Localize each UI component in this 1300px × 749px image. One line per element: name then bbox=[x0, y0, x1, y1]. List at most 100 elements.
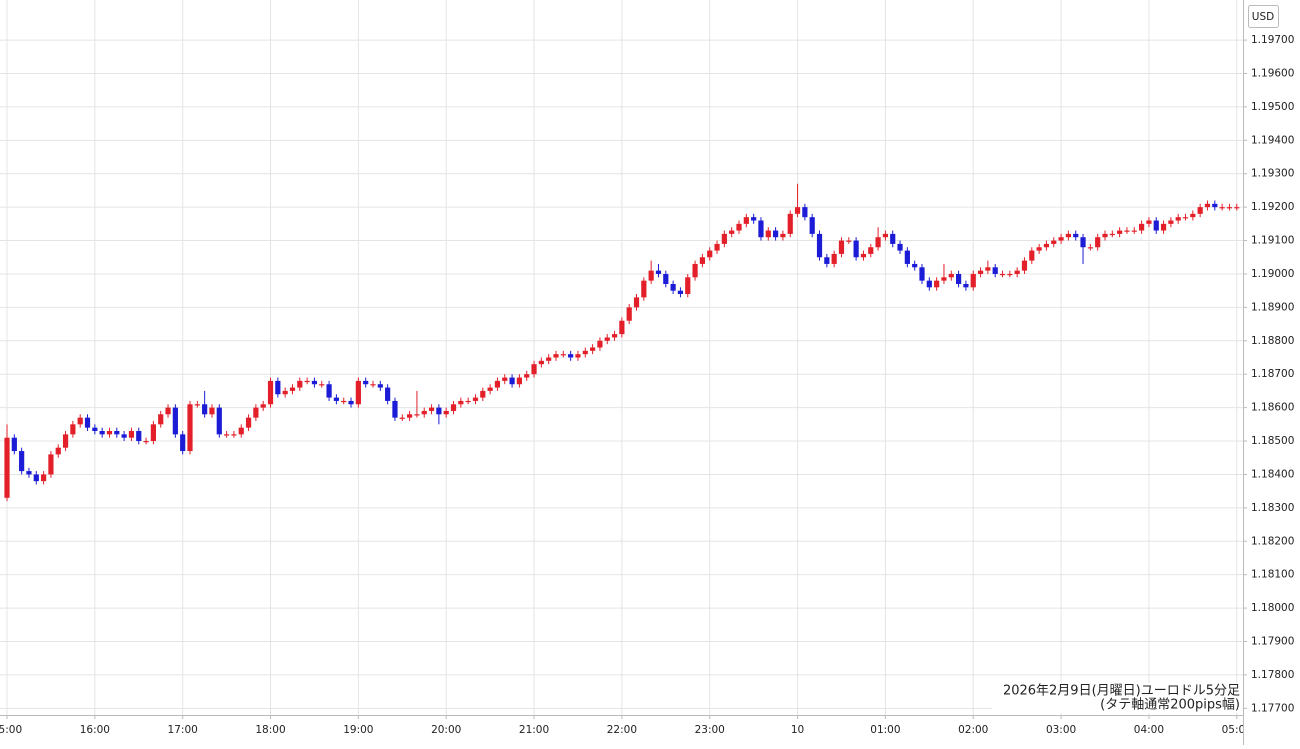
candle-body bbox=[1080, 237, 1086, 248]
candle-body bbox=[1051, 240, 1057, 244]
candle-body bbox=[385, 387, 391, 401]
candle-body bbox=[443, 410, 449, 415]
candle-body bbox=[48, 454, 54, 475]
candle-body bbox=[729, 230, 735, 234]
x-tick-label: 23:00 bbox=[695, 724, 725, 736]
x-tick-label: 20:00 bbox=[431, 724, 461, 736]
annotation: (タテ軸通常200pips幅) bbox=[1100, 698, 1240, 713]
candle-body bbox=[260, 404, 266, 408]
candle-body bbox=[875, 237, 881, 248]
candle-body bbox=[802, 207, 808, 218]
candle-body bbox=[1124, 230, 1130, 232]
candle-body bbox=[150, 424, 156, 442]
y-tick-label: 1.18700 bbox=[1251, 368, 1294, 380]
candle-body bbox=[846, 240, 852, 242]
y-tick-label: 1.18200 bbox=[1251, 535, 1294, 547]
annotation: 2026年2月9日(月曜日)ユーロドル5分足 bbox=[1003, 684, 1240, 699]
candle-body bbox=[319, 384, 325, 386]
candle-body bbox=[136, 431, 142, 442]
candle-body bbox=[1117, 230, 1123, 234]
y-tick-label: 1.18000 bbox=[1251, 602, 1294, 614]
y-tick-label: 1.19200 bbox=[1251, 201, 1294, 213]
candle-body bbox=[633, 297, 640, 308]
candle-body bbox=[472, 397, 479, 401]
y-tick-label: 1.19000 bbox=[1251, 268, 1294, 280]
candle-body bbox=[919, 267, 925, 281]
y-tick-label: 1.18600 bbox=[1251, 402, 1294, 414]
x-tick-label: 02:00 bbox=[958, 724, 988, 736]
candle-body bbox=[55, 447, 61, 455]
candle-body bbox=[1065, 233, 1071, 238]
candle-body bbox=[699, 257, 705, 264]
y-tick-label: 1.18900 bbox=[1251, 301, 1294, 313]
candle-body bbox=[4, 437, 10, 498]
candle-body bbox=[180, 434, 186, 452]
candle-body bbox=[253, 407, 259, 418]
candle-body bbox=[1007, 273, 1013, 276]
x-tick-label: 16:00 bbox=[80, 724, 110, 736]
candle-body bbox=[524, 374, 530, 378]
candle-body bbox=[1234, 207, 1240, 209]
candle-body bbox=[780, 233, 786, 238]
candle-body bbox=[765, 230, 771, 238]
candle-body bbox=[941, 277, 947, 281]
candle-body bbox=[773, 230, 779, 238]
candle-body bbox=[626, 307, 632, 321]
candle-body bbox=[84, 417, 91, 428]
y-tick-label: 1.19300 bbox=[1251, 168, 1294, 180]
candle-body bbox=[202, 404, 208, 415]
candle-body bbox=[619, 320, 625, 335]
candle-body bbox=[502, 377, 508, 381]
candle-body bbox=[641, 280, 647, 298]
x-tick-label: 18:00 bbox=[255, 724, 285, 736]
candle-body bbox=[948, 273, 954, 278]
candle-body bbox=[231, 434, 237, 436]
candle-body bbox=[670, 283, 676, 291]
annotation-background bbox=[992, 683, 1242, 713]
candle-body bbox=[1021, 260, 1028, 271]
x-tick-label: 22:00 bbox=[607, 724, 637, 736]
candle-body bbox=[487, 387, 493, 391]
candle-body bbox=[970, 273, 976, 288]
candle-body bbox=[816, 233, 823, 258]
y-tick-label: 1.18400 bbox=[1251, 468, 1294, 480]
candle-body bbox=[531, 364, 537, 375]
candle-body bbox=[165, 407, 171, 415]
candle-body bbox=[1175, 217, 1181, 221]
y-tick-label: 1.18500 bbox=[1251, 435, 1294, 447]
candle-body bbox=[1219, 207, 1225, 209]
x-tick-label: 15:00 bbox=[0, 724, 22, 736]
candle-body bbox=[465, 400, 471, 403]
candle-body bbox=[458, 400, 464, 405]
candle-body bbox=[1160, 223, 1167, 231]
candle-body bbox=[11, 437, 17, 452]
candle-body bbox=[897, 243, 903, 251]
candle-body bbox=[1058, 237, 1064, 241]
candle-body bbox=[216, 407, 222, 435]
candle-body bbox=[267, 380, 274, 405]
candle-body bbox=[956, 273, 962, 284]
candle-body bbox=[1102, 233, 1108, 238]
y-tick-label: 1.18300 bbox=[1251, 502, 1294, 514]
candle-body bbox=[275, 380, 281, 395]
y-tick-label: 1.18100 bbox=[1251, 569, 1294, 581]
candle-body bbox=[1131, 230, 1137, 232]
x-tick-label: 21:00 bbox=[519, 724, 549, 736]
candle-body bbox=[19, 451, 25, 472]
candle-body bbox=[377, 384, 383, 388]
candle-body bbox=[926, 280, 932, 288]
candle-body bbox=[297, 380, 303, 388]
candle-body bbox=[311, 380, 318, 385]
candle-body bbox=[106, 431, 113, 435]
y-tick-label: 1.19500 bbox=[1251, 101, 1294, 113]
candle-body bbox=[224, 434, 230, 436]
candle-body bbox=[245, 417, 252, 428]
candle-body bbox=[414, 414, 420, 416]
candle-body bbox=[421, 410, 427, 415]
candle-body bbox=[985, 267, 991, 271]
candle-body bbox=[692, 263, 698, 278]
candle-body bbox=[677, 290, 684, 295]
candle-body bbox=[992, 267, 998, 274]
candle-body bbox=[860, 253, 867, 258]
